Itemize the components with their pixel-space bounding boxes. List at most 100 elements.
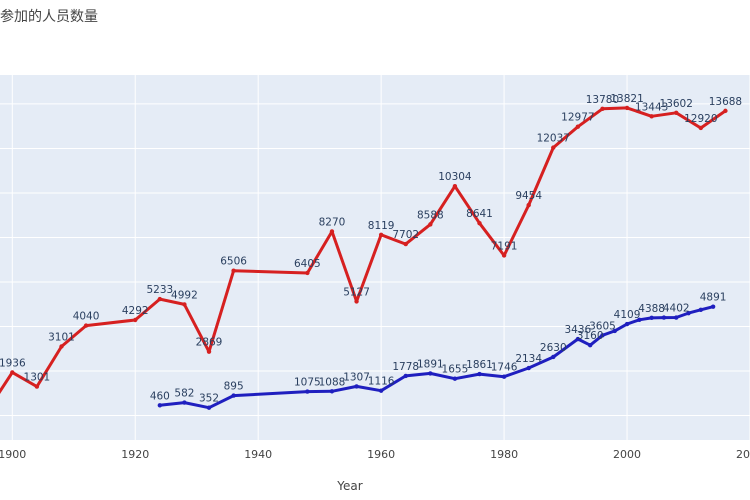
data-point — [710, 304, 716, 309]
data-point — [526, 202, 531, 208]
data-point — [34, 384, 40, 389]
data-label: 1778 — [392, 361, 419, 373]
data-point — [551, 354, 556, 360]
data-point — [501, 374, 507, 379]
data-label: 10304 — [438, 171, 472, 183]
data-point — [575, 124, 581, 129]
data-point — [305, 389, 310, 394]
data-point — [452, 183, 458, 189]
data-label: 4040 — [73, 311, 100, 323]
data-point — [428, 222, 433, 227]
data-point — [157, 403, 163, 408]
data-point — [206, 405, 212, 410]
data-label: 3436 — [565, 324, 592, 336]
data-point — [428, 371, 433, 376]
data-label: 12037 — [537, 133, 570, 145]
data-label: 4402 — [663, 303, 690, 315]
data-label: 8641 — [466, 208, 493, 220]
data-point — [723, 108, 728, 114]
data-label: 7191 — [491, 240, 518, 252]
plot-background — [0, 75, 750, 440]
data-point — [526, 365, 531, 371]
data-point — [403, 241, 408, 247]
data-point — [674, 110, 679, 115]
data-label: 1936 — [0, 357, 26, 369]
data-label: 1088 — [319, 376, 346, 388]
data-label: 12920 — [684, 113, 717, 125]
data-point — [231, 393, 236, 398]
data-point — [329, 389, 335, 394]
data-label: 3160 — [577, 330, 604, 342]
x-tick-label: 2020 — [736, 448, 750, 461]
data-label: 2134 — [515, 353, 542, 365]
data-point — [83, 323, 89, 328]
x-tick-label: 1960 — [367, 448, 395, 461]
data-point — [649, 114, 654, 119]
data-label: 6405 — [294, 258, 321, 270]
data-label: 1861 — [466, 359, 493, 371]
data-label: 13780 — [586, 94, 619, 106]
data-point — [305, 270, 310, 276]
x-tick-label: 2000 — [613, 448, 641, 461]
series-line-1 — [0, 106, 727, 395]
data-point — [10, 370, 15, 375]
data-label: 352 — [199, 393, 219, 405]
data-label: 4292 — [122, 305, 149, 317]
data-label: 13688 — [709, 96, 742, 108]
data-label: 1301 — [24, 372, 51, 384]
data-point — [452, 376, 458, 381]
data-point — [501, 253, 507, 258]
data-label: 7702 — [392, 229, 419, 241]
data-point — [698, 125, 704, 131]
data-point — [231, 268, 236, 273]
data-label: 1746 — [491, 362, 518, 374]
data-label: 460 — [150, 390, 170, 402]
data-label: 1116 — [368, 376, 395, 388]
data-point — [477, 371, 482, 377]
data-point — [206, 349, 212, 354]
data-point — [575, 336, 581, 342]
data-point — [587, 342, 593, 348]
data-label: 1655 — [442, 364, 469, 376]
data-label: 5233 — [146, 284, 173, 296]
data-label: 4388 — [638, 303, 665, 315]
data-label: 582 — [174, 388, 194, 400]
x-tick-label: 1920 — [121, 448, 149, 461]
data-point — [378, 388, 384, 393]
data-point — [182, 302, 187, 307]
data-label: 8119 — [368, 220, 395, 232]
data-point — [661, 315, 667, 320]
data-label: 13602 — [660, 98, 693, 110]
data-point — [674, 315, 679, 320]
data-label: 1307 — [343, 371, 370, 383]
data-point — [354, 299, 359, 304]
data-point — [477, 221, 482, 226]
data-label: 5127 — [343, 286, 370, 298]
data-point — [378, 232, 384, 238]
data-label: 9454 — [515, 190, 542, 202]
x-tick-label: 1900 — [0, 448, 26, 461]
data-point — [133, 317, 138, 323]
series-lines — [0, 105, 728, 410]
data-point — [649, 315, 654, 321]
data-label: 2869 — [196, 337, 223, 349]
data-point — [600, 333, 605, 338]
data-point — [624, 321, 630, 327]
data-point — [59, 344, 64, 349]
chart-title: 参加的人员数量 — [0, 9, 98, 25]
x-axis-ticks: 1900 1920 1940 1960 1980 2000 2020 — [0, 448, 750, 461]
data-point — [637, 317, 642, 323]
data-label: 13443 — [635, 101, 668, 113]
data-label: 13821 — [610, 93, 643, 105]
data-label: 6506 — [220, 256, 247, 268]
data-point — [551, 145, 556, 150]
data-label: 895 — [224, 381, 244, 393]
x-tick-label: 1940 — [244, 448, 272, 461]
data-label: 1891 — [417, 358, 444, 370]
data-label: 3101 — [48, 332, 75, 344]
data-label: 2630 — [540, 342, 567, 354]
data-point — [354, 384, 359, 389]
data-point — [403, 373, 408, 379]
